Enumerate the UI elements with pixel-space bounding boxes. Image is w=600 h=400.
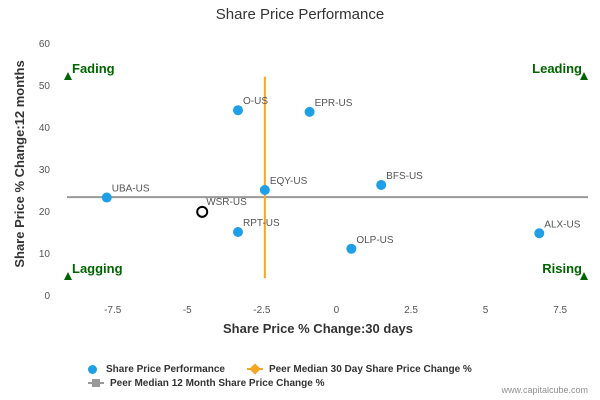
quadrant-label: Lagging xyxy=(72,261,123,276)
data-point xyxy=(259,185,270,195)
y-tick-label: 60 xyxy=(39,39,51,50)
x-tick-label: 7.5 xyxy=(553,305,567,316)
highlight-point xyxy=(196,205,209,218)
credit-text[interactable]: www.capitalcube.com xyxy=(501,385,588,395)
data-point-label: ALX-US xyxy=(544,219,580,230)
legend-item-peer-30day[interactable]: Peer Median 30 Day Share Price Change % xyxy=(246,363,472,375)
data-point xyxy=(304,106,315,117)
legend-item-share-price[interactable]: Share Price Performance xyxy=(88,364,225,375)
x-tick-label: 0 xyxy=(334,305,340,316)
data-point xyxy=(534,228,545,239)
quadrant-triangle-icon xyxy=(580,72,588,80)
legend-label: Peer Median 12 Month Share Price Change … xyxy=(110,377,325,389)
quadrant-triangle-icon xyxy=(580,272,588,280)
legend-line-diamond-icon xyxy=(246,363,263,375)
data-point xyxy=(346,243,357,254)
x-tick-label: -5 xyxy=(183,305,192,316)
quadrant-label: Leading xyxy=(532,61,582,76)
data-point xyxy=(376,179,387,190)
y-tick-label: 0 xyxy=(44,291,50,302)
highlight-point-label: WSR-US xyxy=(206,197,247,208)
y-tick-label: 20 xyxy=(39,207,51,218)
y-tick-label: 50 xyxy=(39,81,51,92)
legend-label: Peer Median 30 Day Share Price Change % xyxy=(268,363,472,375)
x-axis-title: Share Price % Change:30 days xyxy=(223,321,413,336)
data-point xyxy=(233,105,243,116)
legend-dot-icon xyxy=(88,364,97,374)
y-tick-label: 30 xyxy=(39,165,51,176)
legend-item-peer-12month[interactable]: Peer Median 12 Month Share Price Change … xyxy=(88,378,325,389)
quadrant-label: Rising xyxy=(542,261,582,276)
quadrant-triangle-icon xyxy=(64,272,72,280)
chart-title: Share Price Performance xyxy=(215,6,385,23)
legend-line-square-icon xyxy=(88,379,104,387)
y-tick-label: 10 xyxy=(39,249,51,260)
data-point-label: UBA-US xyxy=(112,184,150,195)
legend-label: Share Price Performance xyxy=(106,363,225,375)
x-tick-label: 5 xyxy=(483,305,489,316)
data-point-label: OLP-US xyxy=(356,235,394,246)
x-tick-label: -7.5 xyxy=(104,305,122,316)
data-point-label: EPR-US xyxy=(315,98,353,109)
y-tick-label: 40 xyxy=(39,123,51,134)
data-point-label: EQY-US xyxy=(270,176,308,187)
quadrant-triangle-icon xyxy=(64,72,72,80)
data-point xyxy=(233,227,243,237)
x-tick-label: -2.5 xyxy=(253,305,271,316)
data-point-label: O-US xyxy=(243,96,268,107)
y-axis-title: Share Price % Change:12 months xyxy=(12,60,27,267)
data-point-label: BFS-US xyxy=(386,171,423,182)
quadrant-label: Fading xyxy=(72,61,115,76)
data-point-label: RPT-US xyxy=(243,218,280,229)
legend: Share Price Performance Peer Median 30 D… xyxy=(88,362,494,390)
x-tick-label: 2.5 xyxy=(404,305,418,316)
data-point xyxy=(101,192,112,203)
